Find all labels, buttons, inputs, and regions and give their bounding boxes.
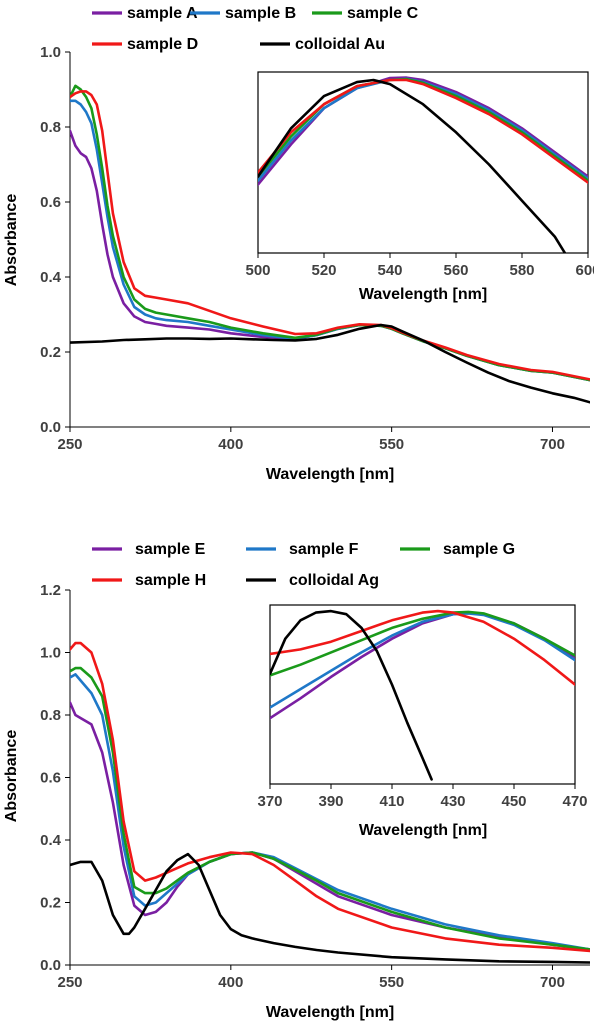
series-line-colloidal-ag bbox=[70, 852, 590, 964]
x-tick-label: 550 bbox=[379, 974, 404, 991]
legend-label: sample C bbox=[347, 5, 419, 22]
series-line-sample-g bbox=[70, 666, 590, 951]
y-axis-label: Absorbance bbox=[3, 730, 20, 823]
x-tick-label: 700 bbox=[540, 436, 565, 453]
inset-series-line-sample-g bbox=[270, 610, 575, 677]
y-tick-label: 0.2 bbox=[40, 344, 61, 361]
inset-series-line-sample-f bbox=[270, 612, 575, 709]
y-tick-label: 1.0 bbox=[40, 44, 61, 61]
inset-series-line-sample-h bbox=[270, 609, 575, 686]
inset-chart: 370 390 410 430 450 470 Wavelength [nm] bbox=[257, 604, 588, 839]
x-tick-label: 250 bbox=[57, 436, 82, 453]
inset-x-tick-label: 560 bbox=[443, 262, 468, 279]
y-axis-label: Absorbance bbox=[3, 194, 20, 287]
inset-x-tick-label: 390 bbox=[318, 793, 343, 810]
inset-x-tick-label: 500 bbox=[245, 262, 270, 279]
x-tick-label: 700 bbox=[540, 974, 565, 991]
y-tick-label: 0.8 bbox=[40, 707, 61, 724]
inset-series-line-colloidal-ag bbox=[270, 609, 433, 781]
inset-series-line-sample-d bbox=[258, 78, 588, 184]
legend-label: sample G bbox=[443, 541, 515, 558]
x-tick-label: 400 bbox=[218, 436, 243, 453]
inset-frame bbox=[269, 604, 576, 785]
inset-x-tick-label: 600 bbox=[575, 262, 594, 279]
series-line-sample-d bbox=[70, 90, 590, 381]
inset-x-tick-label: 370 bbox=[257, 793, 282, 810]
chart-1: 0.0 0.2 0.4 0.6 0.8 1.0 250 400 550 700 Absorbance… bbox=[3, 5, 594, 483]
inset-x-axis-label: Wavelength [nm] bbox=[359, 822, 487, 839]
inset-x-tick-label: 410 bbox=[379, 793, 404, 810]
x-axis-label: Wavelength [nm] bbox=[266, 466, 394, 483]
legend-label: sample F bbox=[289, 541, 359, 558]
inset-x-tick-label: 540 bbox=[377, 262, 402, 279]
y-tick-label: 1.0 bbox=[40, 645, 61, 662]
inset-series-line-colloidal-au bbox=[258, 78, 567, 253]
y-tick-label: 0.8 bbox=[40, 119, 61, 136]
inset-x-tick-label: 580 bbox=[509, 262, 534, 279]
inset-x-tick-label: 470 bbox=[562, 793, 587, 810]
inset-frame bbox=[257, 71, 589, 254]
legend-label: sample A bbox=[127, 5, 198, 22]
chart-2: 0.0 0.2 0.4 0.6 0.8 1.0 1.2 250 400 550 700 Absorba… bbox=[3, 541, 590, 1021]
legend-label: sample D bbox=[127, 36, 198, 53]
x-tick-label: 400 bbox=[218, 974, 243, 991]
inset-x-tick-label: 450 bbox=[501, 793, 526, 810]
y-tick-label: 0.6 bbox=[40, 194, 61, 211]
legend-label: sample H bbox=[135, 572, 206, 589]
x-tick-label: 550 bbox=[379, 436, 404, 453]
inset-x-axis-label: Wavelength [nm] bbox=[359, 286, 487, 303]
y-tick-label: 0.0 bbox=[40, 957, 61, 974]
x-tick-label: 250 bbox=[57, 974, 82, 991]
legend-label: colloidal Au bbox=[295, 36, 385, 53]
x-axis-label: Wavelength [nm] bbox=[266, 1004, 394, 1021]
y-tick-label: 0.4 bbox=[40, 269, 62, 286]
legend-label: sample B bbox=[225, 5, 296, 22]
inset-x-tick-label: 520 bbox=[311, 262, 336, 279]
legend-label: colloidal Ag bbox=[289, 572, 379, 589]
y-tick-label: 1.2 bbox=[40, 582, 61, 599]
inset-x-tick-label: 430 bbox=[440, 793, 465, 810]
y-tick-label: 0.6 bbox=[40, 770, 61, 787]
y-tick-label: 0.4 bbox=[40, 832, 62, 849]
y-tick-label: 0.0 bbox=[40, 419, 61, 436]
series-line-colloidal-au bbox=[70, 323, 590, 404]
legend-label: sample E bbox=[135, 541, 206, 558]
y-tick-label: 0.2 bbox=[40, 895, 61, 912]
inset-chart: 500 520 540 560 580 600 Wavelength [nm] bbox=[245, 71, 594, 303]
series-line-sample-h bbox=[70, 641, 590, 953]
